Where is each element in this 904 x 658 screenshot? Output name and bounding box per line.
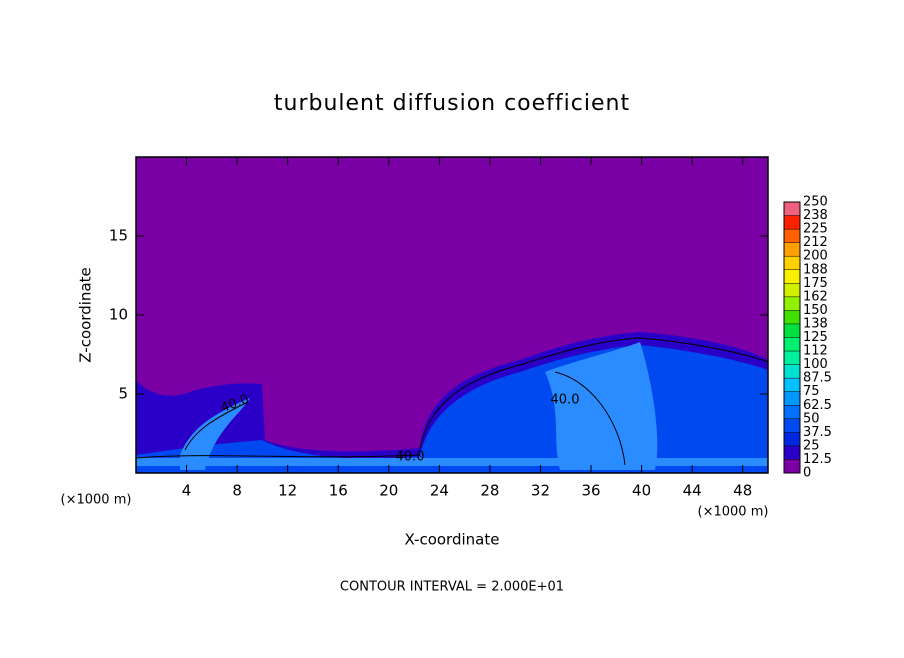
colorbar-segment [784,323,800,338]
x-tick-label: 20 [379,482,398,500]
colorbar-label: 162 [803,289,828,304]
contour-line [184,401,249,451]
contour-label: 40.0 [396,450,425,465]
chart-title: turbulent diffusion coefficient [274,91,630,116]
x-tick-label: 16 [329,482,348,500]
colorbar-label: 100 [803,357,828,372]
colorbar-segment [784,337,800,352]
colorbar-label: 25 [803,438,820,453]
colorbar-segment [784,364,800,379]
colorbar-label: 138 [803,316,828,331]
colorbar-label: 62.5 [803,398,832,413]
colorbar-label: 200 [803,249,828,264]
x-tick-label: 4 [182,482,192,500]
colorbar-segment [784,351,800,365]
footer: CONTOUR INTERVAL = 2.000E+01 [340,580,564,595]
x-tick-label: 44 [683,482,702,500]
x-tick-label: 36 [581,482,600,500]
x-unit-label: (×1000 m) [698,505,769,520]
colorbar-label: 238 [803,208,828,223]
x-axis-label: X-coordinate [405,531,500,549]
x-tick-label: 12 [278,482,297,500]
colorbar-segment [784,432,800,446]
colorbar-label: 12.5 [803,452,832,467]
x-tick-label: 48 [733,482,752,500]
colorbar-label: 0 [803,466,811,481]
colorbar-label: 250 [803,195,828,210]
field-layer [180,398,250,470]
field-layer [545,342,658,470]
y-tick-label: 5 [118,385,128,403]
colorbar-label: 37.5 [803,425,832,440]
colorbar-segment [784,202,800,216]
contour-line [419,337,769,449]
colorbar-segment [784,215,800,230]
x-tick-label: 8 [232,482,242,500]
contour-line [135,454,421,459]
colorbar-label: 87.5 [803,371,832,386]
colorbar-segment [784,242,800,257]
y-tick-label: 10 [109,306,128,324]
colorbar-segment [784,229,800,243]
colorbar-segment [784,296,800,311]
contour-label: 40.0 [551,393,580,408]
colorbar-label: 75 [803,384,820,399]
colorbar-label: 150 [803,303,828,318]
colorbar-segment [784,418,800,433]
x-tick-label: 40 [632,482,651,500]
y-axis-label: Z-coordinate [77,267,95,362]
colorbar-segment [784,256,800,270]
contour-line [554,371,626,466]
colorbar-label: 225 [803,222,828,237]
y-tick-label: 15 [109,227,128,245]
field [135,157,769,473]
colorbar-label: 125 [803,330,828,345]
colorbar-segment [784,310,800,324]
colorbar-segment [784,378,800,392]
colorbar-segment [784,391,800,406]
colorbar-segment [784,283,800,297]
colorbar-label: 212 [803,235,828,250]
colorbar-segment [784,445,800,460]
colorbar-segment [784,269,800,284]
x-unit-label: (×1000 m) [61,493,132,508]
x-tick-label: 32 [531,482,550,500]
colorbar-segment [784,405,800,419]
colorbar-label: 112 [803,344,828,359]
colorbar-segment [784,459,800,473]
colorbar-label: 188 [803,262,828,277]
colorbar-label: 175 [803,276,828,291]
x-tick-label: 28 [480,482,499,500]
colorbar-label: 50 [803,411,820,426]
x-tick-label: 24 [430,482,449,500]
